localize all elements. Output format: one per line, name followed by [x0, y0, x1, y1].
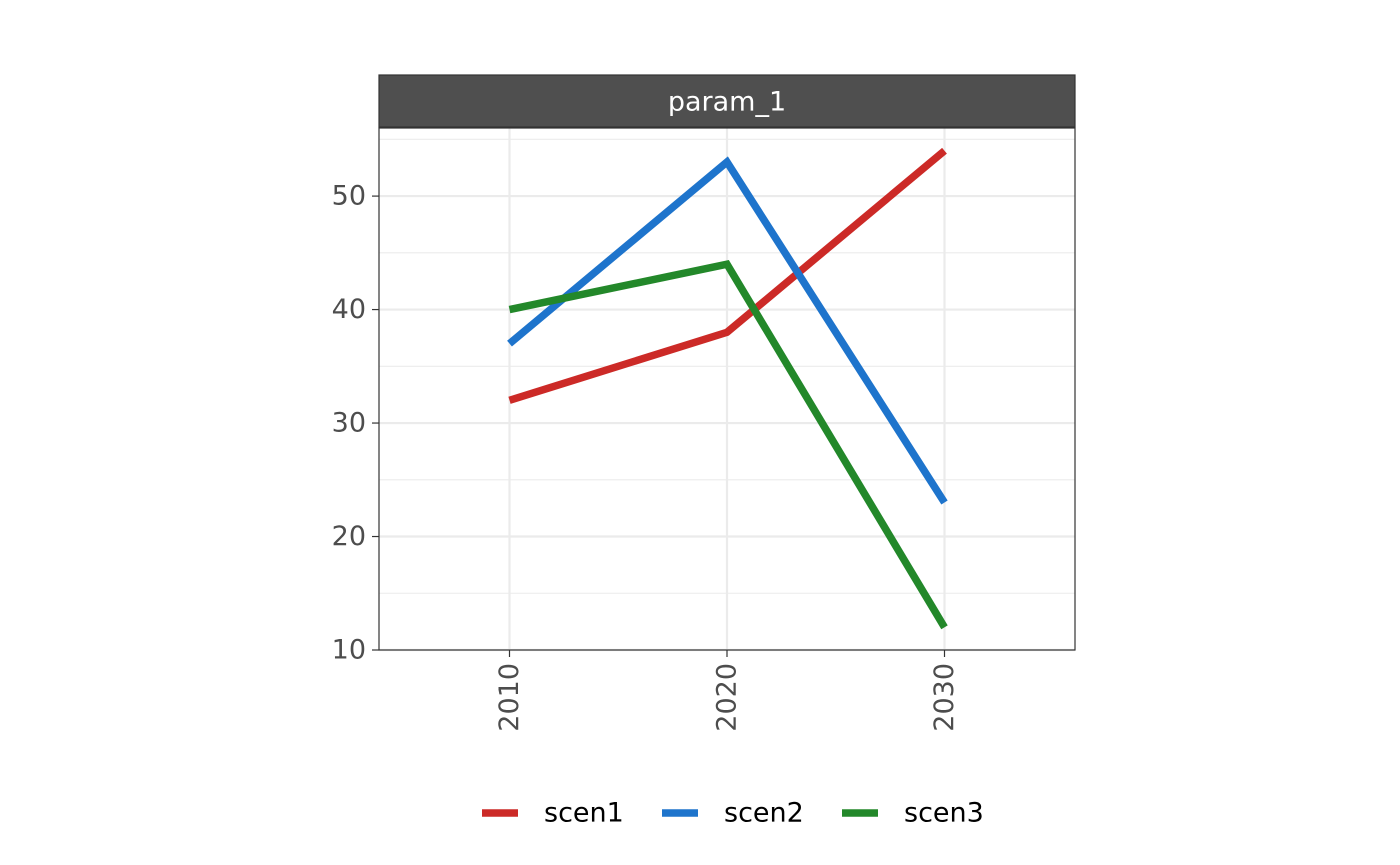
y-tick-label: 30 [332, 408, 366, 439]
legend-label: scen3 [904, 798, 984, 829]
y-tick-label: 20 [332, 521, 366, 552]
x-axis: 2010 2020 2030 [494, 650, 960, 732]
facet-strip-label: param_1 [668, 87, 786, 118]
legend-item-scen1: scen1 [482, 798, 624, 829]
y-tick-label: 50 [332, 181, 366, 212]
facet-strip-background [378, 74, 1076, 128]
series-lines [507, 147, 948, 630]
legend-item-scen3: scen3 [842, 798, 984, 829]
y-tick-label: 10 [332, 635, 366, 666]
x-tick-label: 2020 [712, 663, 743, 732]
x-tick-label: 2010 [494, 663, 525, 732]
legend-label: scen1 [544, 798, 624, 829]
y-axis: 10 20 30 40 50 [332, 181, 379, 666]
legend-item-scen2: scen2 [662, 798, 804, 829]
facet-strip: param_1 [378, 74, 1076, 128]
x-tick-label: 2030 [929, 663, 960, 732]
series-line-scen3 [508, 259, 948, 630]
series-line-scen1 [508, 147, 947, 404]
series-line-scen2 [507, 156, 948, 505]
legend: scen1 scen2 scen3 [482, 798, 984, 829]
major-gridlines [379, 128, 1075, 652]
legend-label: scen2 [724, 798, 804, 829]
y-tick-label: 40 [332, 294, 366, 325]
